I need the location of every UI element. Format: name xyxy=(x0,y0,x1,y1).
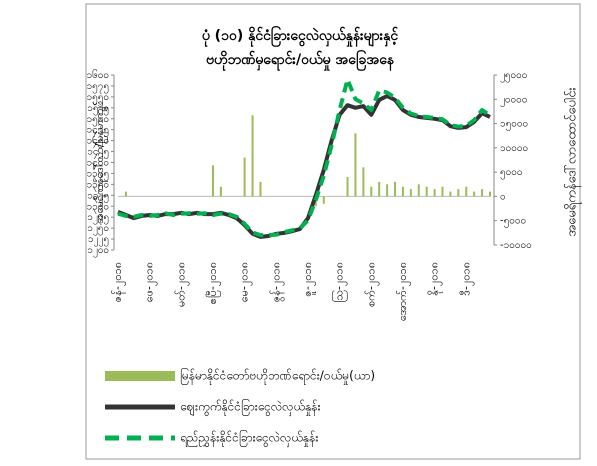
y2-axis-title: အမေရိကန်ဒေါ်လာထောင်ပေါင်း xyxy=(564,87,582,236)
y-tick-label: ၁၂၀၀ xyxy=(87,245,109,258)
y2-tick-label: ၁၅၀၀၀ xyxy=(500,119,528,132)
bar xyxy=(362,167,365,197)
x-tick-label: ဖေ-၂၀၁၈ xyxy=(143,262,158,302)
bar xyxy=(211,165,214,197)
bar xyxy=(433,189,436,197)
bar xyxy=(457,189,460,197)
y-tick-label: ၁၃၇၅ xyxy=(87,168,110,181)
bar xyxy=(124,191,127,197)
bar xyxy=(243,157,246,197)
legend-swatch xyxy=(105,371,175,381)
y2-tick-label: ၅၀၀၀ xyxy=(500,167,523,180)
x-tick-label: စက်-၂၀၁၈ xyxy=(364,262,379,307)
y2-tick-label: ၂၀၀၀၀ xyxy=(500,94,527,107)
bar xyxy=(417,184,420,197)
bar xyxy=(354,133,357,197)
bar xyxy=(346,177,349,197)
chart-frame xyxy=(85,3,581,460)
bar xyxy=(441,186,444,197)
legend-label: ဈေးကွက်နိုင်ငံခြားငွေလဲလှယ်နှုန်း xyxy=(180,398,321,417)
y-tick-label: ၁၆၀၀ xyxy=(87,68,110,81)
bar xyxy=(409,189,412,197)
line xyxy=(117,77,492,238)
chart-title: ပုံ (၁၀) နိုင်ငံခြားငွေလဲလှယ်နှုန်းများန… xyxy=(202,26,399,47)
y-tick-label: ၁၂၅၀ xyxy=(87,223,109,236)
y-tick-label: ၁၃၀၀ xyxy=(87,201,110,214)
bar xyxy=(481,189,484,197)
bar xyxy=(314,196,317,207)
bar xyxy=(449,191,452,197)
y-tick-label: ၁၃၅၀ xyxy=(87,179,110,192)
y-tick-label: ၁၄၇၅ xyxy=(87,125,110,138)
bar xyxy=(219,186,222,197)
y-tick-label: ၁၄၂၅ xyxy=(87,147,109,160)
x-tick-label: ဇူ-၂၀၁၈ xyxy=(301,262,316,297)
bar xyxy=(394,181,397,197)
y-tick-label: ၁၂၇၅ xyxy=(87,212,109,225)
bar xyxy=(370,186,373,197)
x-tick-label: မေ-၂၀၁၈ xyxy=(238,262,253,302)
x-tick-label: ဧပြီ-၂၀၁၈ xyxy=(206,262,221,304)
y2-tick-label: ၂၅၀၀၀ xyxy=(500,70,527,83)
bar xyxy=(251,115,254,197)
bar xyxy=(489,191,491,197)
x-tick-label: ဇွန်-၂၀၁၈ xyxy=(269,262,284,302)
y-tick-label: ၁၄၀၀ xyxy=(87,158,110,171)
legend-label: ရည်ညွှန်းနိုင်ငံခြားငွေလဲလှယ်နှုန်း xyxy=(180,429,318,448)
x-tick-label: ဩ-၂၀၁၈ xyxy=(332,262,348,303)
y2-tick-label: ၀ xyxy=(500,191,506,202)
y-tick-label: ၁၄၅၀ xyxy=(87,136,110,149)
x-tick-label: အောက်-၂၀၁၈ xyxy=(396,262,411,321)
y-tick-label: ၁၂၂၅ xyxy=(88,234,109,247)
x-tick-label: နို-၂၀၁၈ xyxy=(428,262,443,296)
bar xyxy=(425,186,428,197)
bar xyxy=(465,186,468,197)
x-tick-label: ဇန်-၂၀၁၈ xyxy=(111,262,126,302)
bar xyxy=(378,181,381,197)
bar xyxy=(322,196,325,204)
bar xyxy=(386,184,389,197)
legend-label: မြန်မာနိုင်ငံတော်ဗဟိုဘဏ်ရောင်း/ဝယ်မှု(ယာ… xyxy=(180,367,375,386)
y2-tick-label: -၅၀၀၀ xyxy=(500,216,526,229)
y-tick-label: ၁၅၂၅ xyxy=(87,103,109,116)
x-tick-label: မတ်-၂၀၁၈ xyxy=(174,262,189,307)
y-tick-label: ၁၅၇၅ xyxy=(87,81,110,94)
x-tick-label: ဒီ-၂၀၁၈ xyxy=(459,262,474,296)
y-tick-label: ၁၃၂၅ xyxy=(87,190,109,203)
bar xyxy=(401,186,404,197)
y-tick-label: ၁၅၅၀ xyxy=(87,92,110,105)
y-tick-label: ၁၅၀၀ xyxy=(87,114,110,127)
chart-title: ဗဟိုဘဏ်မှရောင်း/ဝယ်မှု အခြေအနေ xyxy=(206,50,395,71)
y2-tick-label: ၁၀၀၀၀ xyxy=(500,143,528,154)
bar xyxy=(259,181,262,197)
y-axis-title: အမေရိကန်ဒေါ်လာ/မြန်မာကျပ် xyxy=(92,101,108,224)
bar xyxy=(473,191,476,197)
y2-tick-label: -၁၀၀၀၀ xyxy=(500,240,532,251)
